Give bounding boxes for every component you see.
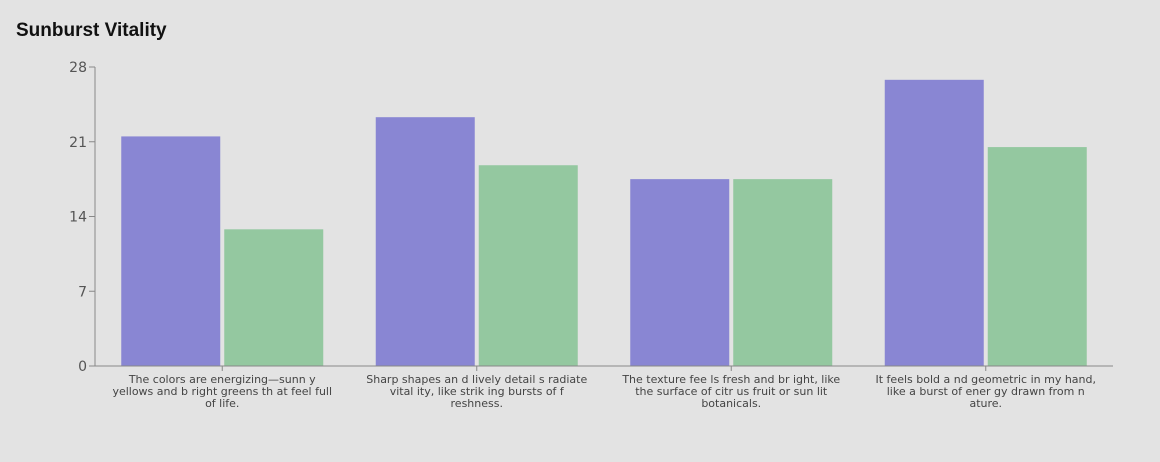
bars-group <box>121 79 1087 367</box>
x-category-label: Sharp shapes an d lively detail s radiat… <box>366 373 588 410</box>
x-category-label: It feels bold a nd geometric in my hand,… <box>875 373 1097 410</box>
bar <box>375 117 475 366</box>
bar <box>121 136 221 366</box>
y-tick-label: 0 <box>78 359 87 375</box>
bar <box>224 229 324 366</box>
bar <box>733 179 833 366</box>
y-axis: 0 7 14 21 28 <box>69 60 96 375</box>
x-category-label: The texture fee ls fresh and br ight, li… <box>622 373 841 410</box>
y-tick-label: 21 <box>69 135 87 151</box>
x-category-label: The colors are energizing—sunn y yellows… <box>112 373 333 410</box>
y-tick-label: 14 <box>69 210 87 226</box>
chart-title: Sunburst Vitality <box>16 20 167 41</box>
bar <box>630 179 730 366</box>
bar <box>987 147 1087 366</box>
y-tick-label: 28 <box>69 60 87 76</box>
bar <box>478 165 578 366</box>
x-axis <box>95 365 1113 371</box>
y-tick-label: 7 <box>78 284 87 300</box>
bar <box>884 79 984 367</box>
